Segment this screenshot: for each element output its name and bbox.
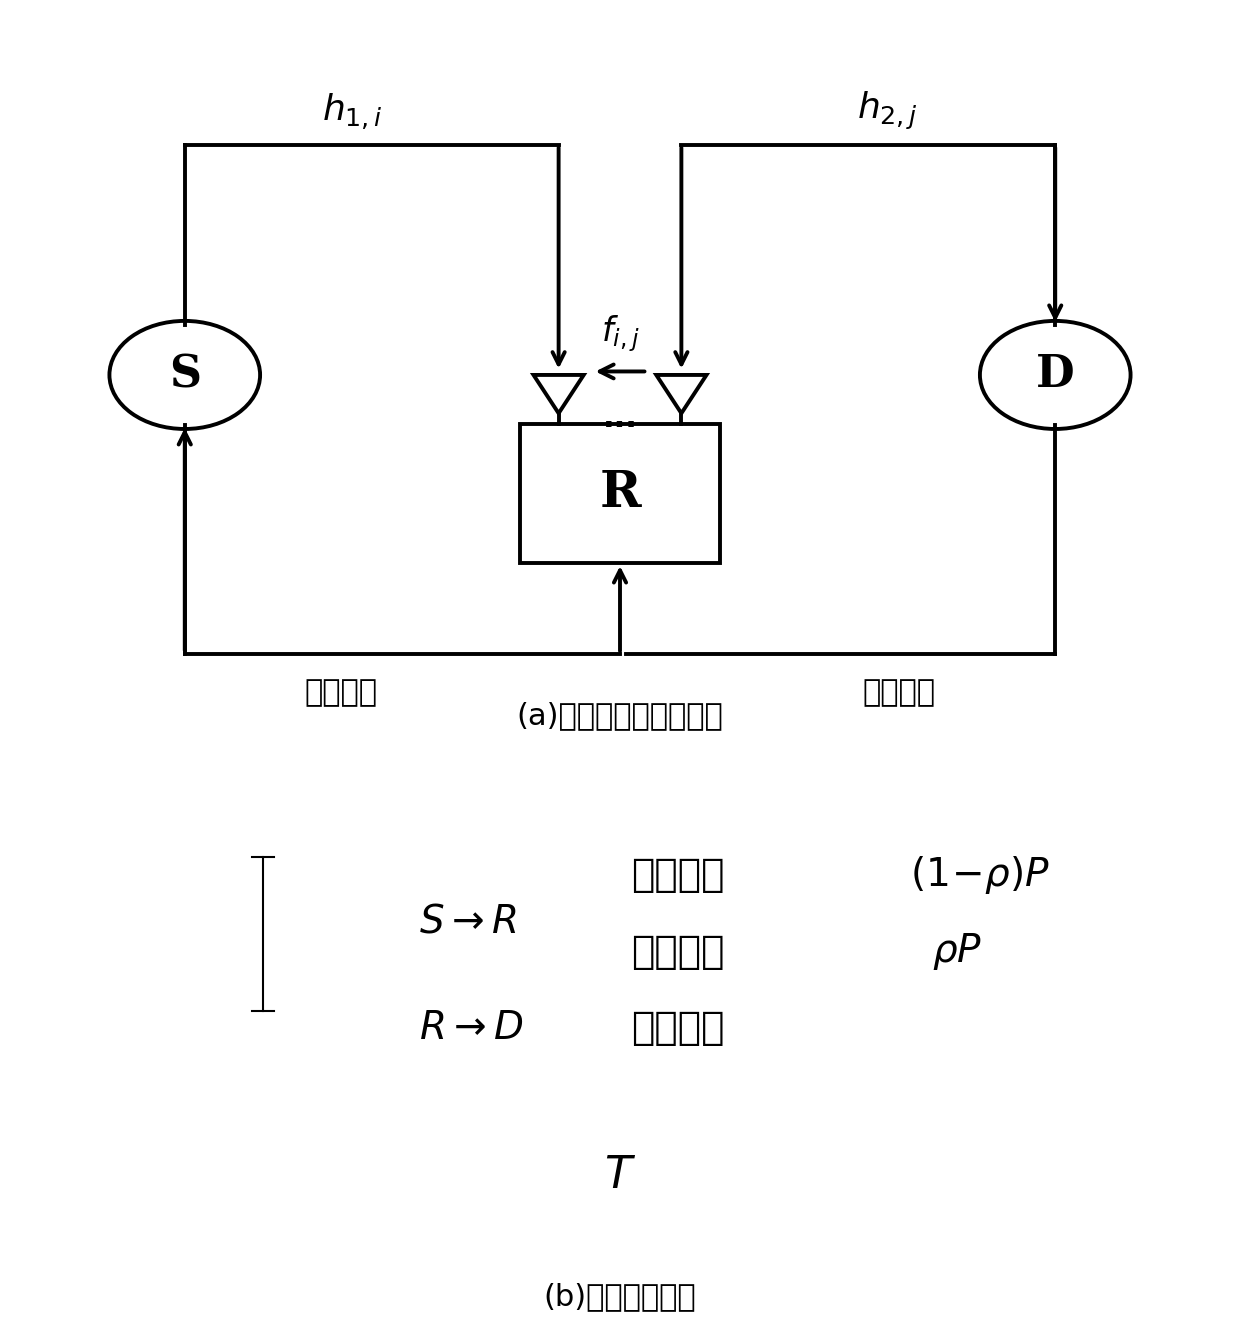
Text: S: S [169,354,201,397]
Text: (a)通信系统传输流程图: (a)通信系统传输流程图 [517,701,723,731]
Polygon shape [656,375,707,413]
Text: 采集能量: 采集能量 [631,932,724,971]
Text: R: R [599,469,641,518]
Text: $(1\!-\!\rho)P$: $(1\!-\!\rho)P$ [910,854,1050,896]
Text: $R \rightarrow D$: $R \rightarrow D$ [419,1010,525,1047]
Text: D: D [1035,354,1075,397]
Polygon shape [533,375,584,413]
Text: $f_{i,j}$: $f_{i,j}$ [600,314,640,354]
Text: ...: ... [603,404,637,433]
Text: 反馈信道: 反馈信道 [863,679,935,707]
Text: 反馈信道: 反馈信道 [305,679,377,707]
Text: 有用信息: 有用信息 [631,856,724,894]
Text: $S \rightarrow R$: $S \rightarrow R$ [419,904,517,940]
Text: (b)功率分配框图: (b)功率分配框图 [543,1282,697,1311]
Text: $h_{2,j}$: $h_{2,j}$ [857,90,919,133]
Bar [520,424,720,563]
Text: $h_{1,i}$: $h_{1,i}$ [321,93,383,133]
Text: 有用信息: 有用信息 [631,1010,724,1047]
Text: $T$: $T$ [604,1155,636,1198]
Text: $\rho P$: $\rho P$ [932,931,982,972]
